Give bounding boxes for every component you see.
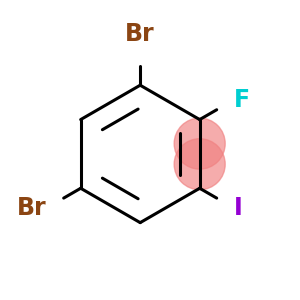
Text: F: F — [234, 88, 250, 112]
Text: Br: Br — [125, 22, 155, 46]
Text: Br: Br — [17, 196, 47, 220]
Circle shape — [174, 118, 225, 169]
Circle shape — [174, 139, 225, 190]
Text: I: I — [234, 196, 242, 220]
